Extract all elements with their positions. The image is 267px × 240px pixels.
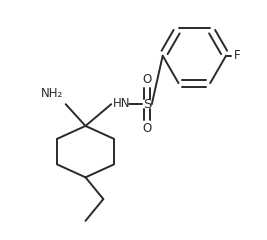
Text: F: F	[234, 49, 241, 62]
Text: O: O	[142, 122, 151, 135]
Text: O: O	[142, 73, 151, 86]
Text: HN: HN	[113, 97, 131, 110]
Text: S: S	[143, 98, 151, 111]
Text: NH₂: NH₂	[41, 87, 63, 100]
